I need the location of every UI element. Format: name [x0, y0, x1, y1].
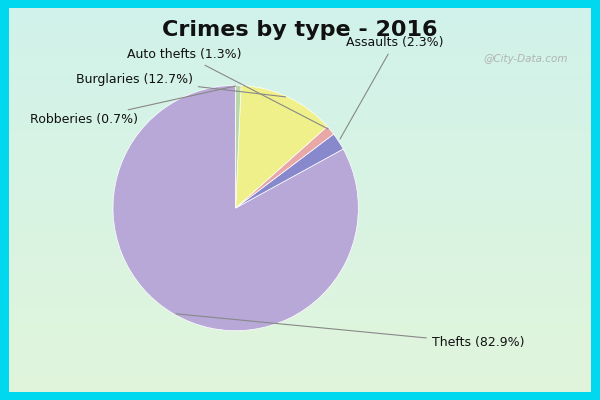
Text: Burglaries (12.7%): Burglaries (12.7%) — [76, 73, 286, 97]
Text: Thefts (82.9%): Thefts (82.9%) — [176, 314, 524, 350]
Text: Crimes by type - 2016: Crimes by type - 2016 — [162, 20, 438, 40]
Wedge shape — [236, 86, 327, 208]
Text: Robberies (0.7%): Robberies (0.7%) — [29, 86, 236, 126]
Wedge shape — [236, 85, 241, 208]
Text: @City-Data.com: @City-Data.com — [483, 54, 568, 64]
Wedge shape — [113, 85, 358, 331]
Wedge shape — [236, 134, 343, 208]
Text: Auto thefts (1.3%): Auto thefts (1.3%) — [127, 48, 328, 129]
Text: Assaults (2.3%): Assaults (2.3%) — [340, 36, 443, 139]
Wedge shape — [236, 126, 334, 208]
